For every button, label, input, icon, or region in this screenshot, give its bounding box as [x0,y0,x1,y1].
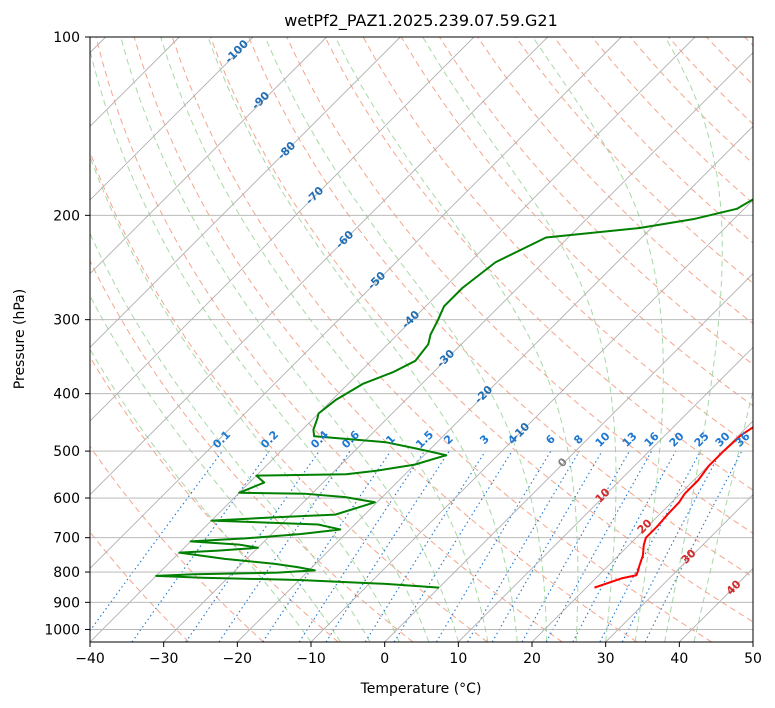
isobars [90,37,753,630]
mixing-ratio-line [435,450,552,642]
x-tick-label: 30 [597,651,615,667]
x-tick-label: 10 [449,651,467,667]
moist-adiabat-line [334,37,579,642]
mixing-ratio-line [572,450,677,642]
isotherm-line [90,37,327,275]
y-axis-label: Pressure (hPa) [12,289,28,389]
moist-adiabat-line [207,37,518,642]
moist-adiabat-line [664,37,723,642]
dry-adiabat-line [248,37,753,578]
mixing-ratio-line [325,450,450,642]
moist-adiabat-line [693,387,753,642]
x-tick-label: 40 [670,651,688,667]
isotherm-line [90,37,622,569]
dry-adiabat-line [90,445,264,642]
x-axis-label: Temperature (°C) [360,681,482,697]
mixing-ratio-line [131,450,270,642]
moist-adiabat-line [532,37,664,642]
mixing-ratio-line [218,450,351,642]
moist-adiabat-line [160,37,489,642]
mixing-ratio-lines [90,450,743,642]
x-tick-label: 20 [523,651,541,667]
mixing-ratio-line [599,450,702,642]
moist-adiabat-line [120,37,459,642]
plot-frame [89,36,754,643]
moist-adiabats [90,37,753,642]
dry-adiabat-line [324,37,753,491]
y-tick-label: 900 [53,595,80,611]
dry-adiabat-line [90,259,414,642]
isotherm-line [90,37,475,422]
plot-area: -100-90-80-70-60-50-40-30-20-100.1 0.2 0.4… [90,37,753,642]
isotherm-line [90,37,254,201]
isotherm-line [90,37,548,496]
isotherm-line [605,494,753,642]
x-tick-label: −40 [75,651,105,667]
isotherm-line [458,346,753,642]
temperature-profile-line [594,426,753,589]
mixing-ratio-line [467,450,580,642]
y-tick-label: 600 [53,491,80,507]
isotherm-line [90,37,401,348]
x-axis-ticks: −40 −30 −20 −10 0 10 20 30 40 50 [75,642,762,667]
dewpoint-profile-line [155,198,753,589]
x-tick-label: 0 [380,651,389,667]
y-axis-ticks: 100 200 300 400 500 600 700 800 900 1000 [44,30,90,638]
dry-adiabat-line [286,37,753,534]
y-tick-label: 1000 [44,622,80,638]
isotherm-line [531,420,753,642]
chart-title: wetPf2_PAZ1.2025.239.07.59.G21 [284,11,558,31]
x-tick-label: −20 [223,651,253,667]
y-tick-label: 800 [53,565,80,581]
profile-series [155,198,753,589]
moist-adiabat-line [422,37,617,642]
dry-adiabat-line [515,37,753,284]
y-tick-label: 500 [53,444,80,460]
x-tick-label: −30 [149,651,179,667]
mixing-ratio-line [364,450,486,642]
moist-adiabat-line [90,48,430,642]
dry-adiabat-line [95,37,563,642]
isotherm-line [310,199,753,642]
dry-adiabat-line [171,37,712,642]
isotherm-line [163,52,753,642]
moist-adiabat-line [90,294,341,642]
mixing-ratio-line [298,450,425,642]
y-tick-label: 400 [53,387,80,403]
x-tick-label: 50 [744,651,762,667]
y-tick-label: 200 [53,208,80,224]
y-tick-label: 700 [53,531,80,547]
dry-adiabat-line [210,37,753,623]
mixing-ratio-line [185,450,320,642]
y-tick-label: 300 [53,313,80,329]
isotherm-line [237,125,753,642]
moist-adiabat-line [90,154,400,642]
mixing-ratio-line [262,450,392,642]
moist-adiabat-line [90,232,371,642]
isotherm-line [384,273,753,642]
x-tick-label: −10 [296,651,326,667]
dry-adiabat-line [133,37,638,642]
moist-adiabat-line [264,37,548,642]
y-tick-label: 100 [53,30,80,46]
